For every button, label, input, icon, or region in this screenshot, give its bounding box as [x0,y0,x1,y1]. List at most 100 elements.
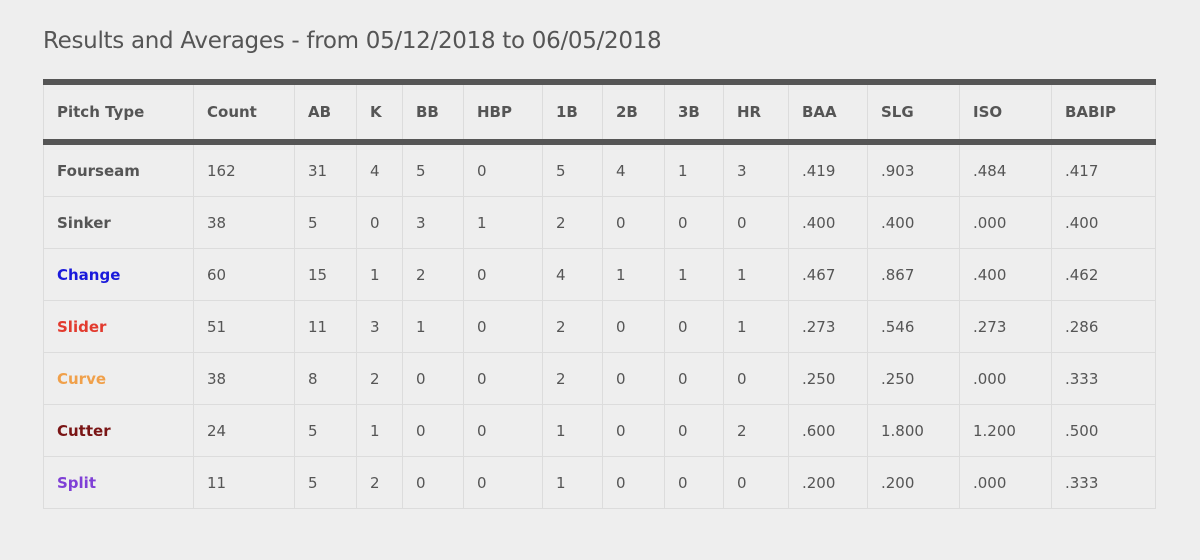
stat-cell-slg: .903 [867,142,960,197]
stat-cell-hr: 0 [723,456,789,509]
table-row: Change 60 15 1 2 0 4 1 1 1.467.867.400.462 [43,248,1156,301]
column-header-slg: SLG [867,79,960,145]
stat-cell-hr: 0 [723,352,789,405]
stat-cell-ab: 5 [294,404,357,457]
stat-cell-baa: .250 [788,352,868,405]
stat-cell-babip: .462 [1051,248,1156,301]
stat-cell-bb: 0 [402,404,464,457]
column-header-bb: BB [402,79,464,145]
stat-cell-iso: .000 [959,352,1052,405]
stat-cell-baa: .467 [788,248,868,301]
stat-cell-1b: 4 [542,248,603,301]
stat-cell-iso: .273 [959,300,1052,353]
column-header-hr: HR [723,79,789,145]
stat-cell-baa: .273 [788,300,868,353]
stat-cell-hbp: 0 [463,456,543,509]
column-header-pitch-type: Pitch Type [43,79,194,145]
stat-cell-babip: .400 [1051,196,1156,249]
stat-cell-1b: 5 [542,142,603,197]
stat-cell-baa: .600 [788,404,868,457]
results-table: Pitch Type Count AB K BB HBP 1B 2B 3B HR BAA SLG ISO… [43,79,1156,509]
table-row: Fourseam 162 31 4 5 0 5 4 1 3.419.903.484.417 [43,142,1156,197]
pitch-type-cell: Fourseam [43,142,194,197]
stat-cell-bb: 2 [402,248,464,301]
table-row: Slider 51 11 3 1 0 2 0 0 1.273.546.273.286 [43,300,1156,353]
stat-cell-k: 2 [356,456,403,509]
stat-cell-baa: .419 [788,142,868,197]
stat-cell-1b: 1 [542,456,603,509]
stat-cell-k: 4 [356,142,403,197]
stat-cell-k: 1 [356,404,403,457]
stat-cell-iso: .000 [959,456,1052,509]
pitch-type-cell: Slider [43,300,194,353]
stat-cell-3b: 0 [664,404,724,457]
stat-cell-iso: .484 [959,142,1052,197]
stat-cell-babip: .500 [1051,404,1156,457]
column-header-ab: AB [294,79,357,145]
column-header-2b: 2B [602,79,665,145]
stat-cell-iso: .000 [959,196,1052,249]
stat-cell-babip: .333 [1051,352,1156,405]
stat-cell-bb: 5 [402,142,464,197]
table-row: Curve 38 8 2 0 0 2 0 0 0.250.250.000.333 [43,352,1156,405]
stat-cell-slg: .250 [867,352,960,405]
stat-cell-count: 11 [193,456,295,509]
stat-cell-count: 60 [193,248,295,301]
stat-cell-count: 51 [193,300,295,353]
stat-cell-hbp: 0 [463,352,543,405]
page-title: Results and Averages - from 05/12/2018 t… [43,28,662,54]
stat-cell-hbp: 0 [463,300,543,353]
stat-cell-bb: 0 [402,456,464,509]
column-header-iso: ISO [959,79,1052,145]
stat-cell-hr: 1 [723,300,789,353]
stat-cell-slg: .200 [867,456,960,509]
stat-cell-bb: 0 [402,352,464,405]
stat-cell-1b: 2 [542,352,603,405]
stat-cell-3b: 0 [664,456,724,509]
stat-cell-hbp: 1 [463,196,543,249]
stat-cell-count: 38 [193,352,295,405]
stat-cell-baa: .400 [788,196,868,249]
stat-cell-2b: 0 [602,404,665,457]
column-header-count: Count [193,79,295,145]
stat-cell-hr: 3 [723,142,789,197]
table-row: Cutter 24 5 1 0 0 1 0 0 2.600 1.800 1.200.500 [43,404,1156,457]
pitch-type-cell: Change [43,248,194,301]
pitch-type-cell: Sinker [43,196,194,249]
stat-cell-hr: 2 [723,404,789,457]
stat-cell-k: 0 [356,196,403,249]
stat-cell-2b: 4 [602,142,665,197]
stat-cell-hr: 0 [723,196,789,249]
stat-cell-2b: 0 [602,352,665,405]
stat-cell-count: 24 [193,404,295,457]
stat-cell-k: 1 [356,248,403,301]
stat-cell-bb: 3 [402,196,464,249]
stat-cell-iso: 1.200 [959,404,1052,457]
column-header-hbp: HBP [463,79,543,145]
stat-cell-2b: 0 [602,456,665,509]
stat-cell-k: 2 [356,352,403,405]
column-header-1b: 1B [542,79,603,145]
column-header-babip: BABIP [1051,79,1156,145]
stat-cell-2b: 0 [602,196,665,249]
stat-cell-hbp: 0 [463,142,543,197]
stat-cell-3b: 0 [664,300,724,353]
stat-cell-1b: 2 [542,196,603,249]
stat-cell-k: 3 [356,300,403,353]
stat-cell-hbp: 0 [463,404,543,457]
column-header-k: K [356,79,403,145]
stat-cell-1b: 1 [542,404,603,457]
stat-cell-ab: 8 [294,352,357,405]
stat-cell-ab: 5 [294,456,357,509]
pitch-type-cell: Split [43,456,194,509]
table-row: Split 11 5 2 0 0 1 0 0 0.200.200.000.333 [43,456,1156,509]
column-header-3b: 3B [664,79,724,145]
stat-cell-babip: .286 [1051,300,1156,353]
stat-cell-count: 162 [193,142,295,197]
column-header-baa: BAA [788,79,868,145]
stat-cell-hr: 1 [723,248,789,301]
pitch-type-cell: Curve [43,352,194,405]
stat-cell-ab: 5 [294,196,357,249]
table-row: Sinker 38 5 0 3 1 2 0 0 0.400.400.000.400 [43,196,1156,249]
stat-cell-3b: 0 [664,352,724,405]
